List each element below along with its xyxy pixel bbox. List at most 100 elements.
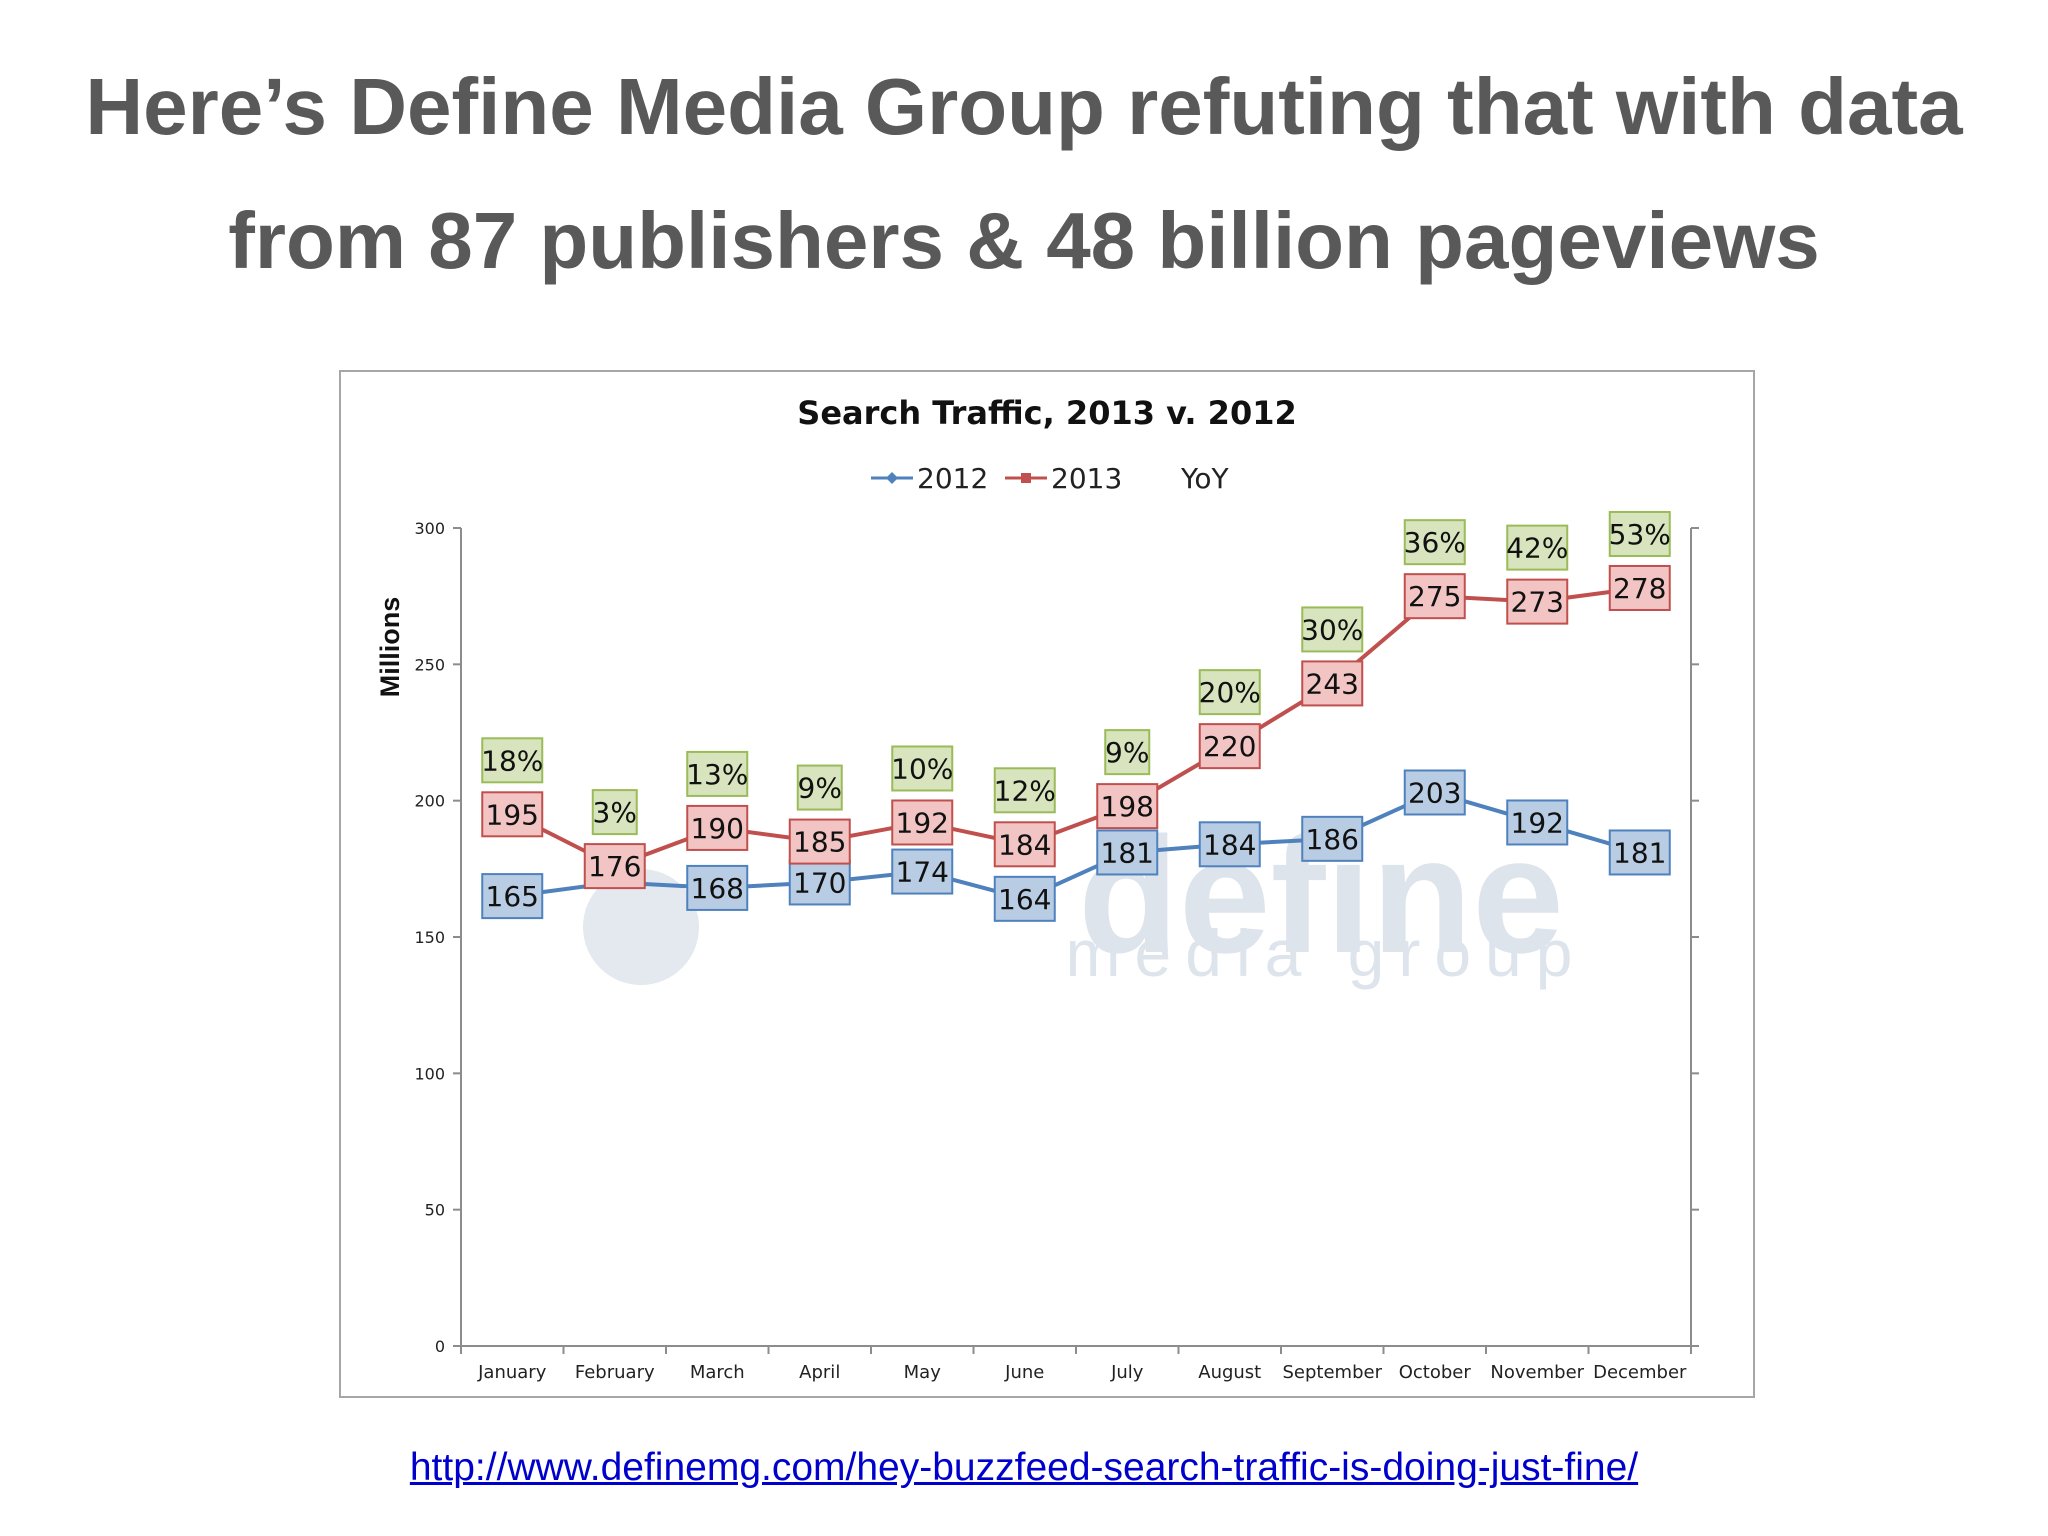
x-tick-label: July xyxy=(1110,1362,1144,1383)
data-label-2012-box xyxy=(1506,799,1569,846)
watermark-logo-icon xyxy=(583,869,699,985)
data-label-2013-box xyxy=(788,818,851,865)
data-label-2012-box xyxy=(1096,829,1159,876)
x-tick-label: December xyxy=(1593,1362,1687,1383)
yoy-label-box xyxy=(686,750,749,797)
chart-title: Search Traffic, 2013 v. 2012 xyxy=(797,394,1296,432)
x-tick-label: March xyxy=(690,1362,745,1383)
data-label-2013-box xyxy=(481,791,544,838)
x-tick-label: April xyxy=(799,1362,840,1383)
yoy-label: 53% xyxy=(1609,518,1671,551)
data-label-2012-box xyxy=(1198,821,1261,868)
y-tick-label: 200 xyxy=(414,792,445,811)
yoy-label: 10% xyxy=(891,752,953,785)
data-label-2013: 184 xyxy=(998,828,1051,861)
data-label-2012: 174 xyxy=(896,856,949,889)
x-tick-label: May xyxy=(904,1362,942,1383)
data-label-2012: 186 xyxy=(1306,823,1359,856)
legend-2012-label: 2012 xyxy=(917,462,988,495)
data-label-2013-box xyxy=(1096,783,1159,830)
y-tick-label: 250 xyxy=(414,655,445,674)
yoy-label-box xyxy=(796,764,843,811)
data-label-2013: 243 xyxy=(1306,667,1359,700)
y-tick-label: 50 xyxy=(425,1201,445,1220)
data-label-2013-box xyxy=(583,843,646,890)
data-label-2013: 220 xyxy=(1203,730,1256,763)
yoy-label: 9% xyxy=(798,772,842,805)
yoy-label: 9% xyxy=(1105,736,1149,769)
data-label-2012-box xyxy=(1301,815,1364,862)
yoy-label-box xyxy=(1506,524,1569,571)
data-label-2013-box xyxy=(1198,723,1261,770)
data-label-2012-box xyxy=(1403,769,1466,816)
data-label-2013-box xyxy=(993,821,1056,868)
data-label-2013: 190 xyxy=(691,812,744,845)
x-tick-label: February xyxy=(575,1362,655,1383)
yoy-label-box xyxy=(1403,519,1466,566)
data-label-2013-box xyxy=(1403,573,1466,620)
data-label-2012-box xyxy=(686,864,749,911)
y-axis-label: Millions xyxy=(375,597,405,698)
y-tick-label: 100 xyxy=(414,1064,445,1083)
data-label-2013-box xyxy=(686,804,749,851)
yoy-label-box xyxy=(993,767,1056,814)
yoy-label: 20% xyxy=(1199,676,1261,709)
data-label-2013: 176 xyxy=(588,850,641,883)
slide-title-line-1: Here’s Define Media Group refuting that … xyxy=(85,62,1963,151)
data-label-2012: 165 xyxy=(486,880,539,913)
slide-title: Here’s Define Media Group refuting that … xyxy=(0,40,2048,308)
yoy-label: 36% xyxy=(1404,526,1466,559)
yoy-label-box xyxy=(1608,510,1671,557)
yoy-label: 3% xyxy=(593,796,637,829)
data-label-2013: 198 xyxy=(1101,790,1154,823)
data-label-2012-box xyxy=(788,859,851,906)
yoy-label-box xyxy=(591,789,638,836)
yoy-label: 13% xyxy=(686,758,748,791)
data-label-2012: 181 xyxy=(1613,836,1666,869)
data-label-2012: 170 xyxy=(793,866,846,899)
y-tick-label: 300 xyxy=(414,519,445,538)
yoy-label-box xyxy=(891,745,954,792)
x-tick-label: October xyxy=(1399,1362,1472,1383)
legend-2012-marker xyxy=(886,472,898,484)
x-tick-label: September xyxy=(1283,1362,1383,1383)
yoy-label-box xyxy=(1301,606,1364,653)
x-tick-label: January xyxy=(477,1362,547,1383)
data-label-2013: 278 xyxy=(1613,572,1666,605)
yoy-label: 30% xyxy=(1301,613,1363,646)
data-label-2012: 168 xyxy=(691,872,744,905)
legend-2013-marker xyxy=(1021,473,1031,483)
data-label-2013: 273 xyxy=(1511,586,1564,619)
watermark-subtitle: media group xyxy=(1066,916,1587,990)
y-tick-label: 0 xyxy=(435,1337,445,1356)
data-label-2012: 192 xyxy=(1511,806,1564,839)
yoy-label: 18% xyxy=(481,744,543,777)
data-label-2013: 275 xyxy=(1408,580,1461,613)
data-label-2013: 185 xyxy=(793,826,846,859)
data-label-2013-box xyxy=(1506,578,1569,625)
source-link[interactable]: http://www.definemg.com/hey-buzzfeed-sea… xyxy=(409,1446,1639,1489)
yoy-label-box xyxy=(1104,729,1151,776)
data-label-2012-box xyxy=(891,848,954,895)
yoy-label-box xyxy=(1198,669,1261,716)
yoy-label: 42% xyxy=(1506,532,1568,565)
slide-title-line-2: from 87 publishers & 48 billion pageview… xyxy=(228,196,1820,285)
data-label-2012-box xyxy=(993,875,1056,922)
data-label-2013-box xyxy=(1608,564,1671,611)
legend-yoy-label: YoY xyxy=(1180,462,1230,495)
data-label-2012: 203 xyxy=(1408,776,1461,809)
data-label-2012-box xyxy=(1608,829,1671,876)
data-label-2013: 192 xyxy=(896,806,949,839)
data-label-2013: 195 xyxy=(486,798,539,831)
data-label-2012-box xyxy=(481,873,544,920)
data-label-2012: 164 xyxy=(998,883,1051,916)
data-label-2012: 184 xyxy=(1203,828,1256,861)
data-label-2012: 181 xyxy=(1101,836,1154,869)
x-tick-label: June xyxy=(1004,1362,1044,1383)
x-tick-label: August xyxy=(1198,1362,1261,1383)
data-label-2013-box xyxy=(891,799,954,846)
chart-frame: define media group Search Traffic, 2013 v.… xyxy=(339,370,1755,1398)
yoy-label-box xyxy=(481,737,544,784)
data-label-2013-box xyxy=(1301,660,1364,707)
